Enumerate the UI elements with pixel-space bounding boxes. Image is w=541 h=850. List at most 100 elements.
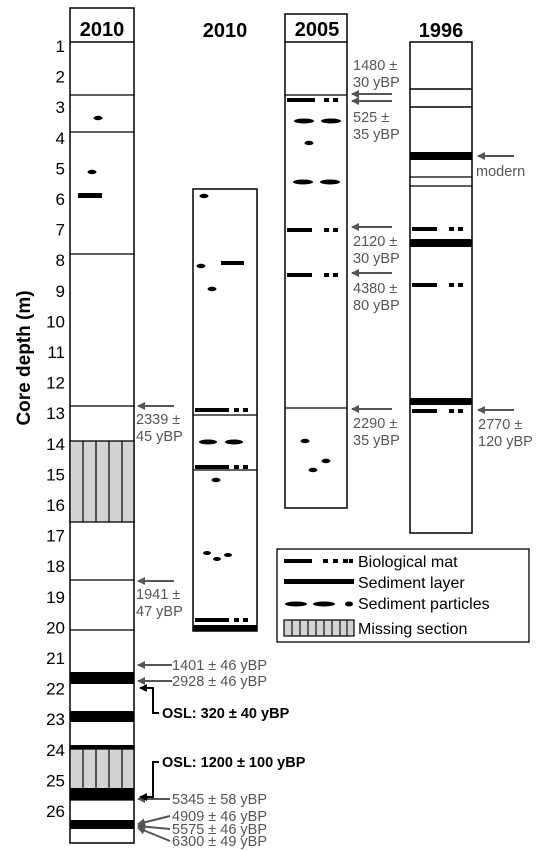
biological-mat xyxy=(234,465,239,469)
missing-section xyxy=(69,440,135,523)
date-arrow xyxy=(137,826,171,842)
legend-sediment-layer-label: Sediment layer xyxy=(358,575,465,592)
depth-tick-label: 23 xyxy=(46,710,65,729)
sediment-layer xyxy=(78,193,102,198)
missing-section-hatch xyxy=(82,749,123,793)
sediment-particle xyxy=(224,553,232,557)
legend-sediment-particles-symbol xyxy=(285,601,353,607)
legend-sediment-layer-symbol xyxy=(284,579,354,584)
sediment-particle xyxy=(93,115,103,121)
sediment-layer xyxy=(221,261,244,265)
radiocarbon-date: 1941 ±47 yBP xyxy=(136,587,183,620)
biological-mat xyxy=(412,227,437,231)
radiocarbon-date: 5575 ± 46 yBP xyxy=(172,822,267,838)
depth-tick-label: 6 xyxy=(56,190,65,209)
column-headers: 2010 2010 2005 1996 xyxy=(70,19,464,43)
biological-mat xyxy=(449,409,454,413)
osl-leader xyxy=(139,684,159,714)
biological-mat xyxy=(287,98,315,102)
legend: Biological mat Sediment layer Sediment p… xyxy=(276,548,530,643)
core-1-frame xyxy=(69,7,135,844)
sediment-particle xyxy=(308,467,318,473)
sediment-particle xyxy=(293,179,313,185)
biological-mat xyxy=(333,98,338,102)
core-4 xyxy=(409,41,473,534)
radiocarbon-date: 6300 ± 49 yBP xyxy=(172,834,267,850)
depth-tick-label: 5 xyxy=(56,159,65,178)
biological-mat xyxy=(458,283,463,287)
sediment-layer xyxy=(70,672,134,684)
sediment-layer xyxy=(70,745,134,749)
sediment-layer xyxy=(410,239,472,247)
depth-tick-label: 8 xyxy=(56,251,65,270)
biological-mat xyxy=(287,228,312,232)
biological-mat xyxy=(449,283,454,287)
legend-biological-mat-label: Biological mat xyxy=(358,554,458,571)
sediment-particle xyxy=(320,179,340,185)
core-1 xyxy=(69,7,135,844)
biological-mat xyxy=(458,227,463,231)
sediment-particle xyxy=(294,118,314,124)
depth-tick-label: 9 xyxy=(56,282,65,301)
legend-biological-mat-symbol xyxy=(284,559,353,563)
core-3-frame xyxy=(284,13,348,509)
depth-tick-label: 16 xyxy=(46,496,65,515)
radiocarbon-date: 2290 ±35 yBP xyxy=(353,416,400,449)
depth-tick-label: 12 xyxy=(46,374,65,393)
sediment-layer xyxy=(410,152,472,160)
depth-tick-label: 25 xyxy=(46,771,65,790)
biological-mat xyxy=(234,408,239,412)
depth-tick-label: 18 xyxy=(46,557,65,576)
sediment-particle xyxy=(225,439,243,445)
sediment-particle xyxy=(213,557,221,561)
sediment-particle xyxy=(300,438,310,444)
depth-tick-label: 19 xyxy=(46,588,65,607)
depth-tick-label: 7 xyxy=(56,221,65,240)
radiocarbon-date: 4909 ± 46 yBP xyxy=(172,809,267,825)
biological-mat xyxy=(412,283,437,287)
radiocarbon-date: modern xyxy=(476,164,525,180)
osl-dates: OSL: 320 ± 40 yBP OSL: 1200 ± 100 yBP xyxy=(139,684,306,801)
sediment-layer xyxy=(193,625,257,631)
sediment-particle xyxy=(304,140,314,146)
core-1-dates xyxy=(137,402,174,842)
osl-leader xyxy=(139,761,159,801)
radiocarbon-date: 5345 ± 58 yBP xyxy=(172,792,267,808)
biological-mat xyxy=(234,618,239,622)
depth-tick-label: 13 xyxy=(46,404,65,423)
missing-section-hatch xyxy=(82,441,123,522)
sediment-particle xyxy=(199,439,217,445)
sediment-particle xyxy=(321,458,331,464)
osl-date: OSL: 320 ± 40 yBP xyxy=(162,706,290,722)
core-3 xyxy=(284,13,348,509)
depth-tick-label: 22 xyxy=(46,680,65,699)
depth-tick-label: 14 xyxy=(46,435,65,454)
biological-mat xyxy=(243,408,248,412)
biological-mat xyxy=(324,228,329,232)
depth-tick-label: 20 xyxy=(46,618,65,637)
biological-mat xyxy=(333,228,338,232)
biological-mat xyxy=(287,273,312,277)
header-core-2: 2010 xyxy=(203,20,248,42)
biological-mat xyxy=(449,227,454,231)
radiocarbon-date: 1401 ± 46 yBP xyxy=(172,658,267,674)
depth-tick-label: 15 xyxy=(46,465,65,484)
radiocarbon-date: 1480 ±30 yBP xyxy=(353,58,400,91)
header-core-3: 2005 xyxy=(295,19,340,41)
y-axis-label: Core depth (m) xyxy=(14,290,35,425)
depth-tick-label: 10 xyxy=(46,312,65,331)
biological-mat xyxy=(243,618,248,622)
sediment-particle xyxy=(207,286,217,292)
date-arrow xyxy=(137,815,171,827)
header-core-4: 1996 xyxy=(419,20,464,42)
sediment-particle xyxy=(87,169,97,175)
sediment-particle xyxy=(199,193,209,199)
header-core-1: 2010 xyxy=(80,19,125,41)
biological-mat xyxy=(195,408,229,412)
core-1-date-labels: 2339 ±45 yBP 1941 ±47 yBP 1401 ± 46 yBP … xyxy=(136,412,267,850)
depth-tick-label: 4 xyxy=(56,129,65,148)
legend-missing-section-symbol xyxy=(283,619,355,637)
radiocarbon-date: 2120 ±30 yBP xyxy=(353,234,400,267)
biological-mat xyxy=(324,273,329,277)
biological-mat xyxy=(458,409,463,413)
